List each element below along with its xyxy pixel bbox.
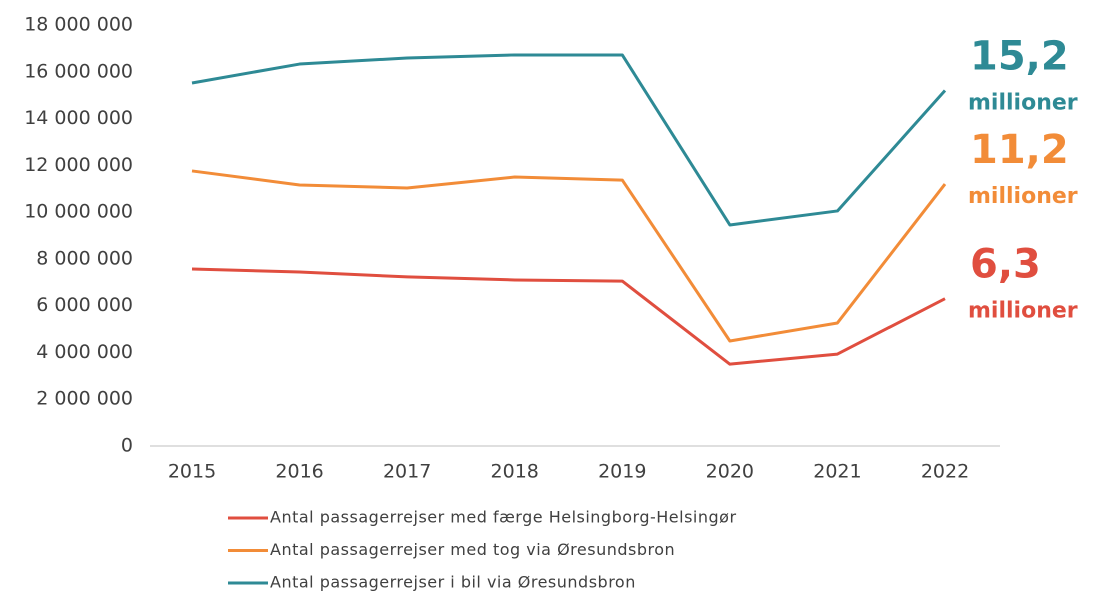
- y-tick-label: 14 000 000: [24, 107, 133, 129]
- y-tick-label: 2 000 000: [36, 388, 133, 410]
- legend-label: Antal passagerrejser i bil via Øresundsb…: [270, 573, 636, 592]
- x-tick-label: 2015: [168, 461, 216, 483]
- end-label: 6,3: [970, 242, 1041, 288]
- y-tick-label: 6 000 000: [36, 294, 133, 316]
- y-tick-label: 12 000 000: [24, 154, 133, 176]
- series-line: [191, 53, 947, 227]
- end-unit: millioner: [968, 299, 1078, 324]
- y-tick-label: 8 000 000: [36, 247, 133, 269]
- legend-label: Antal passagerrejser med tog via Øresund…: [270, 540, 675, 559]
- end-unit: millioner: [968, 184, 1078, 209]
- y-tick-label: 10 000 000: [24, 201, 133, 223]
- y-tick-label: 0: [121, 435, 133, 457]
- x-tick-label: 2020: [706, 461, 754, 483]
- legend-label: Antal passagerrejser med færge Helsingbo…: [270, 508, 737, 527]
- series-line: [191, 169, 947, 343]
- x-tick-label: 2022: [921, 461, 969, 483]
- y-tick-label: 4 000 000: [36, 341, 133, 363]
- y-tick-label: 18 000 000: [24, 14, 133, 36]
- y-tick-label: 16 000 000: [24, 60, 133, 82]
- end-unit: millioner: [968, 90, 1078, 115]
- end-label: 15,2: [970, 33, 1069, 79]
- x-tick-label: 2021: [813, 461, 861, 483]
- series-line: [191, 267, 946, 366]
- x-tick-label: 2016: [275, 461, 323, 483]
- end-label: 11,2: [970, 127, 1069, 173]
- x-tick-label: 2017: [383, 461, 431, 483]
- x-tick-label: 2018: [491, 461, 539, 483]
- x-tick-label: 2019: [598, 461, 646, 483]
